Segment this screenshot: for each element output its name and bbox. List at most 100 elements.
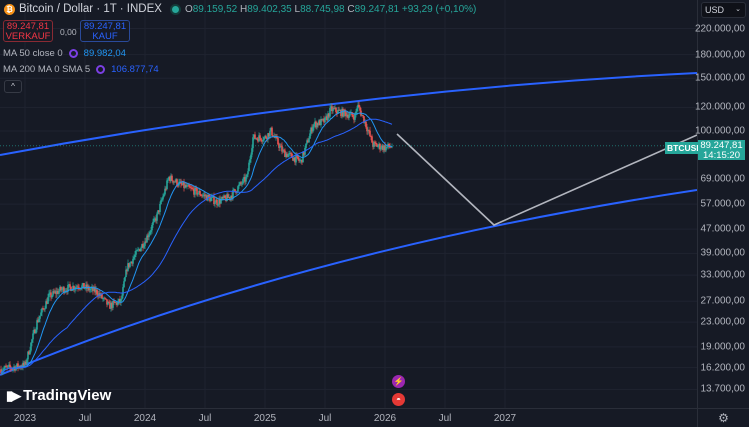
candle <box>40 312 42 316</box>
candle <box>80 288 82 290</box>
candle <box>238 184 240 187</box>
candle <box>135 250 137 255</box>
candle <box>247 171 249 175</box>
candle <box>214 202 216 205</box>
price-tick: 57.000,00 <box>700 198 746 210</box>
collapse-legend-button[interactable]: ^ <box>4 80 22 93</box>
ohlc-values: O89.159,52 H89.402,35 L88.745,98 C89.247… <box>184 3 477 15</box>
candle <box>4 366 6 369</box>
candle <box>11 368 13 370</box>
candle <box>383 145 385 151</box>
candle <box>257 138 259 142</box>
candle <box>211 196 213 198</box>
candle <box>132 258 134 264</box>
candle <box>223 195 225 199</box>
candle <box>296 155 298 157</box>
event-lightning-icon[interactable]: ⚡ <box>392 375 405 388</box>
candle <box>191 187 193 189</box>
candle <box>41 308 43 313</box>
candle <box>194 187 196 195</box>
candle <box>218 199 220 205</box>
symbol-header: ₿ Bitcoin / Dollar · 1T · INDEX O89.159,… <box>4 3 476 15</box>
candle <box>127 263 129 271</box>
candle <box>33 329 35 334</box>
buy-price: 89.247,81 <box>83 21 127 32</box>
loading-icon <box>68 49 78 58</box>
bar-countdown: 14:15:20 <box>703 150 740 161</box>
candle <box>177 185 179 187</box>
settings-icon[interactable]: ⚙ <box>697 408 749 427</box>
candle <box>162 196 164 200</box>
time-tick: Jul <box>198 413 212 424</box>
candle <box>48 293 50 298</box>
candle <box>189 186 191 188</box>
candle <box>294 157 296 163</box>
indicator-ma50[interactable]: MA 50 close 0 89.982,04 <box>3 48 126 59</box>
tradingview-logo[interactable]: ▮▶ TradingView <box>6 387 111 404</box>
ma50-line <box>0 110 393 374</box>
candle <box>221 196 223 200</box>
candle <box>287 154 289 157</box>
candle <box>39 315 41 319</box>
candle <box>44 308 46 310</box>
candle <box>206 195 208 201</box>
buy-label: KAUF <box>92 31 118 42</box>
candle <box>58 290 60 294</box>
candle <box>330 106 332 109</box>
candle <box>57 290 59 294</box>
candle <box>303 151 305 155</box>
price-chart[interactable] <box>0 0 697 408</box>
candle <box>104 297 106 299</box>
candle <box>298 159 300 161</box>
candle <box>75 286 77 289</box>
candle <box>274 136 276 138</box>
candle <box>51 295 53 298</box>
market-status-icon <box>171 5 179 13</box>
candle <box>72 286 74 291</box>
candle <box>369 130 371 137</box>
event-flag-icon[interactable]: ◓ <box>392 393 405 406</box>
candle <box>61 289 63 291</box>
candle <box>265 136 267 139</box>
candle <box>147 235 149 238</box>
candle <box>157 210 159 214</box>
buy-button[interactable]: 89.247,81 KAUF <box>80 20 130 42</box>
candle <box>85 284 87 289</box>
candle <box>349 113 351 116</box>
currency-select[interactable]: USD ⌄ <box>701 2 746 18</box>
candle <box>337 109 339 114</box>
price-axis[interactable]: 220.000,00 180.000,00 150.000,00 120.000,00… <box>695 0 749 408</box>
indicator-ma200[interactable]: MA 200 MA 0 SMA 5 106.877,74 <box>3 64 159 75</box>
candle <box>171 175 173 181</box>
candle <box>161 199 163 201</box>
candle <box>123 281 125 288</box>
candle <box>105 298 107 300</box>
candle <box>324 117 326 123</box>
candle <box>108 301 110 303</box>
candle <box>71 290 73 291</box>
spread-value: 0,00 <box>60 27 77 37</box>
candle <box>232 189 234 198</box>
candle <box>172 180 174 183</box>
sell-button[interactable]: 89.247,81 VERKAUF <box>3 20 53 42</box>
candle <box>282 150 284 152</box>
candle <box>264 136 266 138</box>
candle <box>208 194 210 197</box>
candle <box>382 145 384 151</box>
symbol-title[interactable]: Bitcoin / Dollar · 1T · INDEX <box>19 3 162 15</box>
symbol-tag: BTCUSD <box>665 142 705 154</box>
candle <box>299 160 301 162</box>
candle <box>73 286 75 290</box>
candle <box>311 127 313 132</box>
candle <box>355 111 357 115</box>
indicator-value: 89.982,04 <box>83 48 126 59</box>
candle <box>228 197 230 198</box>
candle <box>35 329 37 334</box>
candle <box>243 177 245 180</box>
candle <box>251 148 253 155</box>
candle <box>212 196 214 198</box>
candle <box>367 130 369 132</box>
candle <box>209 196 211 202</box>
candle <box>374 142 376 143</box>
time-axis[interactable]: 2023 Jul 2024 Jul 2025 Jul 2026 Jul 2027 <box>0 408 697 427</box>
